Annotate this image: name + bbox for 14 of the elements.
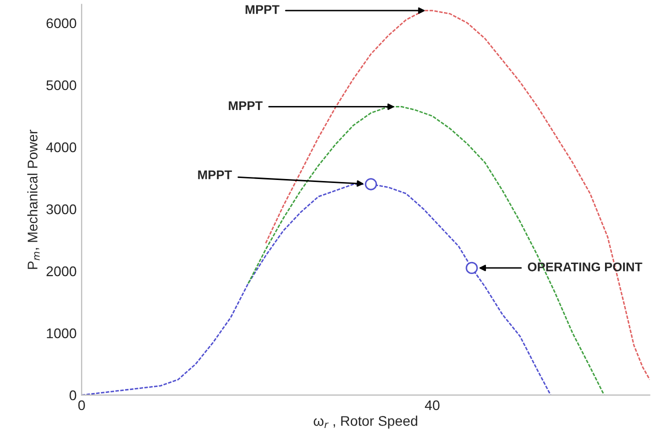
y-tick-label: 6000 bbox=[46, 18, 76, 28]
y-axis-title: P$_{m}$, Mechanical Power bbox=[27, 130, 40, 269]
y-tick-label: 1000 bbox=[46, 328, 76, 338]
annotation: MPPT bbox=[198, 170, 232, 180]
y-tick-label: 4000 bbox=[46, 142, 76, 152]
x-axis-title: ω$_{r}$ , Rotor Speed bbox=[314, 416, 418, 429]
x-tick-label: 40 bbox=[424, 400, 440, 410]
y-tick-label: 3000 bbox=[46, 204, 76, 214]
annotation: MPPT bbox=[228, 101, 263, 110]
y-tick-label: 2000 bbox=[46, 266, 76, 276]
y-tick-label: 0 bbox=[70, 390, 76, 400]
annotation: MPPT bbox=[246, 5, 280, 14]
annotation: OPERATING POINT bbox=[528, 262, 642, 272]
y-tick-label: 5000 bbox=[46, 80, 76, 90]
